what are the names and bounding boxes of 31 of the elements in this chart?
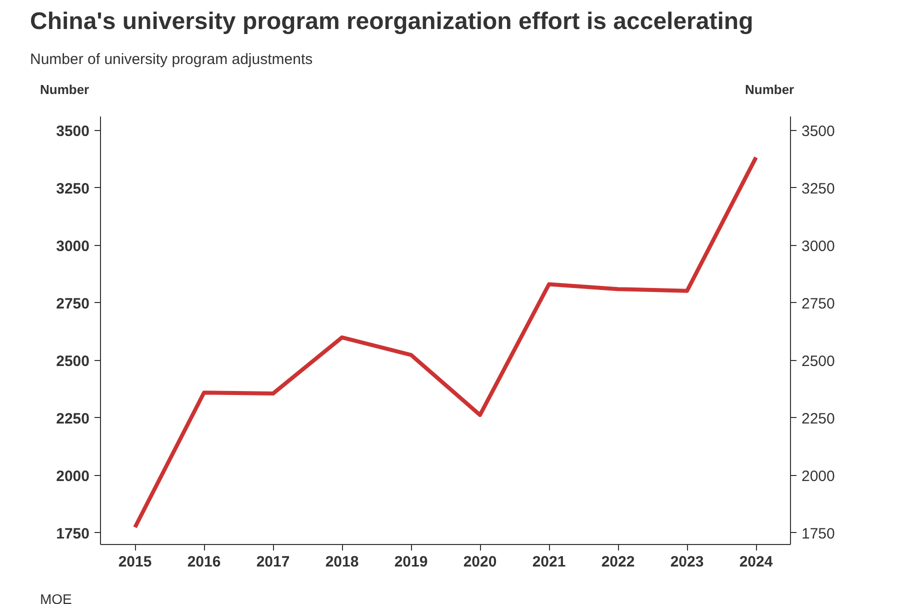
y-tick-label: 3250 <box>56 180 90 198</box>
y-axis-title: Number <box>40 80 90 99</box>
y2-tick-label: 3000 <box>802 238 835 256</box>
y-tick-label: 2750 <box>56 296 90 313</box>
x-tick-label: 2015 <box>118 554 152 571</box>
y-tick-label: 1750 <box>56 526 90 543</box>
y2-tick-label: 1750 <box>802 526 835 543</box>
x-tick-label: 2023 <box>670 554 704 571</box>
x-tick-label: 2021 <box>532 554 566 571</box>
y2-tick-label: 2000 <box>802 468 835 486</box>
y2-tick-label: 2500 <box>802 353 835 370</box>
chart-title: China's university program reorganization effort is accelerating <box>30 7 754 37</box>
y2-tick-label: 3500 <box>802 123 835 140</box>
line-series <box>133 156 758 530</box>
x-tick-label: 2016 <box>187 554 221 571</box>
x-tick-label: 2019 <box>394 554 428 571</box>
x-tick-label: 2022 <box>601 554 635 571</box>
y2-tick-label: 3250 <box>802 180 835 198</box>
x-tick-label: 2018 <box>325 554 359 571</box>
y-tick-label: 2000 <box>56 468 90 486</box>
y2-tick-label: 2750 <box>802 296 835 313</box>
x-tick-label: 2017 <box>256 554 290 571</box>
chart-subtitle: Number of university program adjustments <box>30 50 313 70</box>
y2-tick-label: 2250 <box>802 410 835 428</box>
x-tick-label: 2024 <box>739 554 774 571</box>
y2-axis-title: Number <box>745 80 794 99</box>
y-tick-label: 2500 <box>56 353 90 370</box>
y-tick-label: 3000 <box>56 238 90 256</box>
x-tick-label: 2020 <box>463 554 497 571</box>
y-tick-label: 3500 <box>56 123 90 140</box>
y-tick-label: 2250 <box>56 410 90 428</box>
